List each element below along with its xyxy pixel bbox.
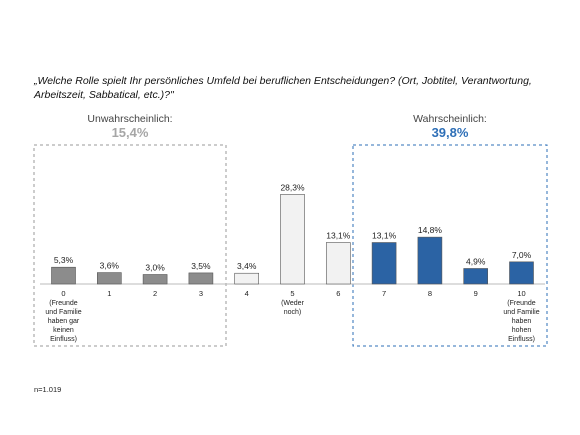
- category-label-8: 8: [428, 289, 432, 298]
- category-label-6: 6: [336, 289, 340, 298]
- category-note-5: (Weder: [281, 300, 304, 307]
- value-label-10: 7,0%: [512, 250, 532, 260]
- value-label-1: 3,6%: [100, 261, 120, 271]
- category-label-4: 4: [245, 289, 249, 298]
- category-note-10: hohen: [512, 327, 532, 334]
- category-note-0: (Freunde: [49, 300, 78, 307]
- question-title: „Welche Rolle spielt Ihr persönliches Um…: [34, 75, 532, 101]
- bar-1: [97, 272, 122, 285]
- bar-6: [325, 242, 351, 285]
- category-label-2: 2: [153, 289, 157, 298]
- category-note-0: keinen: [53, 327, 74, 334]
- category-note-10: haben: [512, 318, 532, 325]
- bar-8: [417, 236, 443, 285]
- category-label-9: 9: [474, 289, 478, 298]
- category-note-0: haben gar: [48, 318, 80, 325]
- category-note-0: Einfluss): [50, 336, 77, 343]
- category-note-10: (Freunde: [507, 300, 536, 307]
- category-label-1: 1: [107, 289, 111, 298]
- category-label-7: 7: [382, 289, 386, 298]
- bar-2: [142, 274, 168, 285]
- bar-9: [463, 268, 489, 285]
- value-label-0: 5,3%: [54, 255, 74, 265]
- category-note-0: und Familie: [45, 309, 81, 316]
- value-label-3: 3,5%: [191, 261, 211, 271]
- value-label-8: 14,8%: [418, 225, 443, 235]
- value-label-9: 4,9%: [466, 256, 486, 266]
- value-label-6: 13,1%: [326, 231, 351, 241]
- likely-group-box: [352, 144, 548, 347]
- category-note-10: Einfluss): [508, 336, 535, 343]
- category-note-5: noch): [284, 309, 302, 316]
- likely-group-value: 39,8%: [432, 125, 469, 140]
- unlikely-group-box: [33, 144, 227, 347]
- sample-size-note: n=1.019: [34, 385, 62, 394]
- unlikely-group-label: Unwahrscheinlich:: [87, 113, 172, 125]
- category-label-3: 3: [199, 289, 203, 298]
- unlikely-group-value: 15,4%: [112, 125, 149, 140]
- category-label-5: 5: [290, 289, 294, 298]
- likely-group-label: Wahrscheinlich:: [413, 113, 487, 125]
- value-label-7: 13,1%: [372, 231, 397, 241]
- value-label-5: 28,3%: [280, 182, 305, 192]
- value-label-2: 3,0%: [145, 263, 165, 273]
- bar-3: [188, 272, 214, 285]
- bar-10: [509, 261, 534, 285]
- category-note-10: und Familie: [503, 309, 539, 316]
- category-label-0: 0: [61, 289, 65, 298]
- value-label-4: 3,4%: [237, 261, 257, 271]
- bar-7: [371, 242, 397, 285]
- bar-4: [234, 272, 259, 285]
- category-label-10: 10: [517, 289, 525, 298]
- bar-5: [280, 194, 305, 285]
- bar-0: [51, 266, 76, 285]
